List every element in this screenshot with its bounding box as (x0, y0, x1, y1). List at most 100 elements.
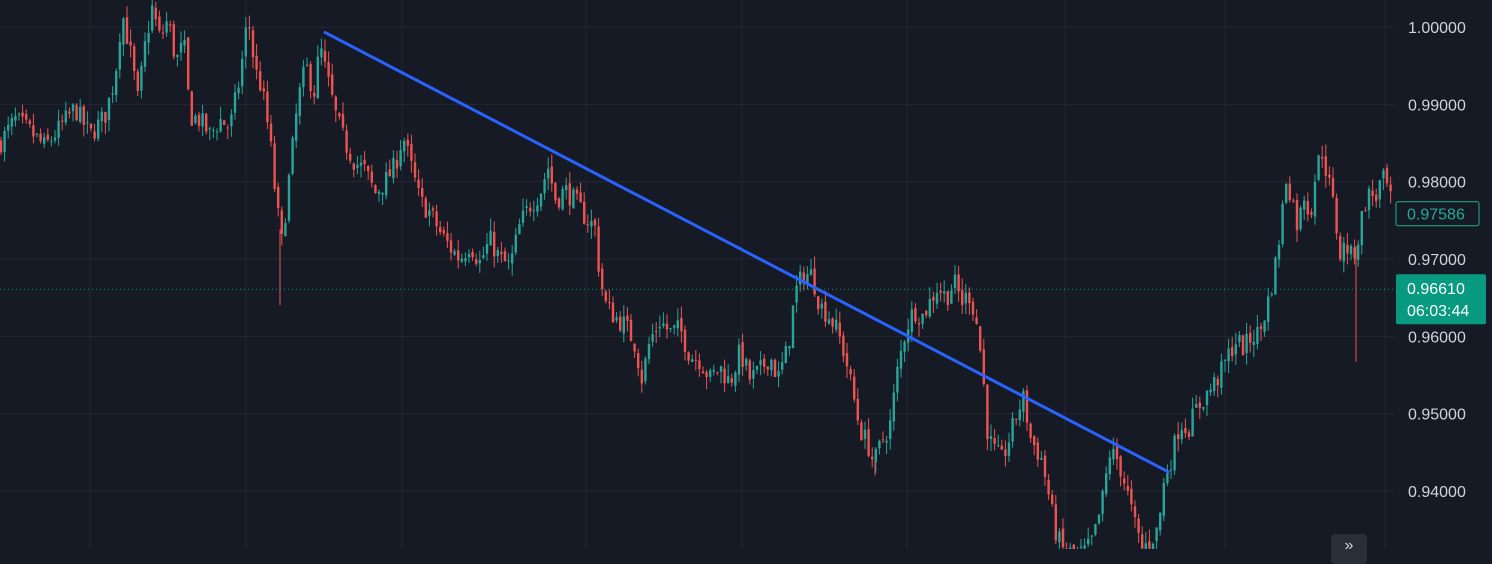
candle-body (972, 302, 974, 315)
candle-body (554, 183, 556, 201)
candle-body (641, 370, 643, 384)
candle-body (925, 311, 927, 315)
candle-body (990, 436, 992, 439)
candle-body (392, 158, 394, 178)
candle-body (1346, 245, 1348, 253)
candle-body (1040, 458, 1042, 460)
candle-body (43, 137, 45, 144)
candle-body (1105, 473, 1107, 494)
candle-body (1364, 210, 1366, 211)
candle-body (522, 211, 524, 223)
candle-body (1375, 195, 1377, 201)
candle-body (342, 114, 344, 127)
candle-body (25, 114, 27, 120)
candle-body (198, 115, 200, 126)
candle-body (713, 370, 715, 372)
candle-body (1343, 243, 1345, 262)
candle-body (993, 438, 995, 444)
candle-body (979, 326, 981, 350)
candle-body (1328, 175, 1330, 178)
candle-body (75, 105, 77, 120)
candle-body (410, 144, 412, 161)
candle-body (831, 318, 833, 326)
candle-body (828, 319, 830, 323)
candle-body (223, 120, 225, 125)
candle-body (1047, 480, 1049, 495)
candle-body (1299, 208, 1301, 229)
candle-body (1357, 245, 1359, 260)
candle-body (1307, 201, 1309, 214)
price-axis-tick-label: 0.95000 (1408, 407, 1466, 424)
double-chevron-right-icon: » (1345, 537, 1354, 554)
candle-body (1026, 390, 1028, 422)
candle-body (767, 366, 769, 369)
candle-body (1101, 491, 1103, 514)
candle-body (853, 377, 855, 400)
candle-body (813, 269, 815, 295)
candle-body (144, 41, 146, 67)
candle-body (216, 132, 218, 133)
candle-body (7, 125, 9, 131)
candle-body (248, 28, 250, 29)
candle-body (65, 111, 67, 123)
candle-body (741, 342, 743, 367)
candle-body (1141, 534, 1143, 548)
last-value-tag-label: 0.97586 (1407, 207, 1465, 224)
candle-body (227, 128, 229, 129)
candle-body (1213, 377, 1215, 391)
candle-body (381, 193, 383, 195)
candle-body (1224, 360, 1226, 361)
candle-body (1051, 495, 1053, 504)
candle-body (1206, 391, 1208, 405)
candle-body (896, 367, 898, 393)
candle-body (1256, 327, 1258, 344)
candle-body (299, 87, 301, 115)
candle-body (716, 372, 718, 373)
candle-body (954, 275, 956, 288)
candle-body (551, 167, 553, 184)
candle-body (932, 297, 934, 301)
price-axis[interactable]: 1.000000.990000.980000.970000.960000.950… (1408, 20, 1466, 501)
candle-body (1119, 456, 1121, 476)
candle-body (90, 124, 92, 129)
price-axis-tick-label: 0.96000 (1408, 329, 1466, 346)
candle-body (414, 162, 416, 177)
candle-body (1361, 211, 1363, 245)
candle-body (54, 138, 56, 141)
candle-body (147, 33, 149, 42)
candle-body (709, 370, 711, 376)
candle-body (1289, 184, 1291, 201)
candle-body (1382, 170, 1384, 178)
candle-body (129, 42, 131, 46)
candle-body (1314, 182, 1316, 217)
candle-body (111, 93, 113, 94)
candle-body (659, 327, 661, 329)
candle-body (450, 240, 452, 252)
candle-body (57, 121, 59, 138)
candle-body (443, 230, 445, 233)
candle-body (785, 346, 787, 363)
candle-body (885, 441, 887, 443)
candle-body (237, 88, 239, 93)
candle-body (723, 369, 725, 384)
candle-body (104, 112, 106, 123)
candle-body (1217, 379, 1219, 385)
candle-body (115, 71, 117, 95)
candle-body (644, 359, 646, 382)
candle-body (0, 140, 2, 152)
candle-body (630, 320, 632, 341)
scroll-to-realtime-button[interactable]: » (1331, 534, 1367, 564)
chart-canvas[interactable]: 1.000000.990000.980000.970000.960000.950… (0, 0, 1492, 549)
candle-body (1238, 335, 1240, 342)
candle-body (561, 189, 563, 209)
candle-body (536, 205, 538, 211)
candle-body (543, 179, 545, 193)
candle-body (849, 369, 851, 374)
candle-body (374, 185, 376, 193)
candle-body (1386, 168, 1388, 184)
candle-body (101, 112, 103, 121)
candle-body (774, 360, 776, 377)
candle-body (1011, 418, 1013, 442)
candle-body (965, 293, 967, 304)
